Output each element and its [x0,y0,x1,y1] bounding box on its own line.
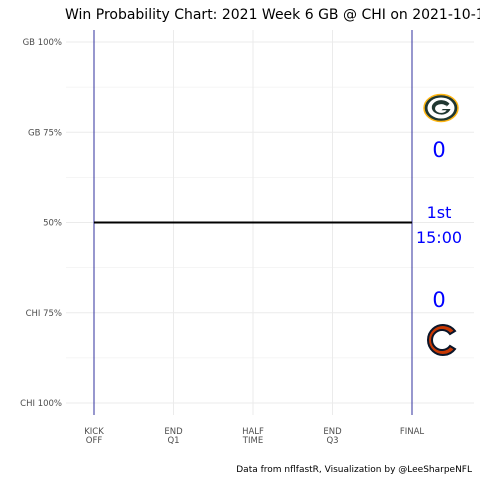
y-tick-label: 50% [43,219,62,229]
x-tick-label: HALF [242,427,264,437]
y-tick-label: GB 75% [28,128,62,138]
x-tick-label: KICK [84,427,104,437]
x-tick-label: Q1 [167,436,179,446]
chart-title: Win Probability Chart: 2021 Week 6 GB @ … [65,7,480,23]
y-tick-label: CHI 75% [26,309,62,319]
x-tick-label: END [164,427,183,437]
quarter-label: 1st [427,203,452,222]
y-tick-label: CHI 100% [20,399,62,409]
x-tick-label: Q3 [326,436,338,446]
clock-label: 15:00 [416,228,462,247]
x-tick-label: OFF [86,436,103,446]
gb-score: 0 [432,138,445,162]
chart-caption: Data from nflfastR, Visualization by @Le… [236,465,472,475]
x-tick-label: TIME [242,436,263,446]
x-tick-label: FINAL [400,427,425,437]
gb-logo [423,93,459,123]
chi-logo [427,324,457,356]
chi-score: 0 [432,288,445,312]
y-tick-label: GB 100% [23,38,62,48]
y-axis-ticks: GB 100% GB 75% 50% CHI 75% CHI 100% [20,38,62,409]
x-tick-label: END [323,427,342,437]
